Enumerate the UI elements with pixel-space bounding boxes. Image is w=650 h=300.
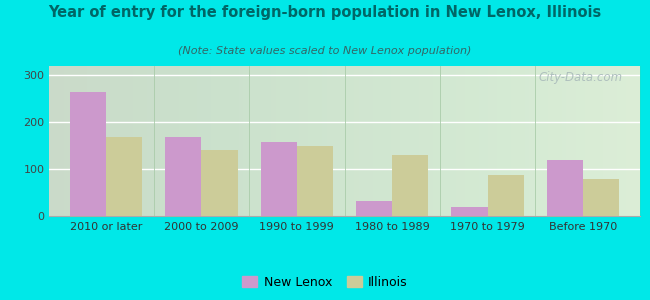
Text: (Note: State values scaled to New Lenox population): (Note: State values scaled to New Lenox …	[178, 46, 472, 56]
Bar	[583, 179, 619, 216]
Bar	[392, 155, 428, 216]
Legend: New Lenox, Illinois: New Lenox, Illinois	[237, 271, 413, 294]
Bar	[547, 160, 583, 216]
Bar	[297, 146, 333, 216]
Text: Year of entry for the foreign-born population in New Lenox, Illinois: Year of entry for the foreign-born popul…	[48, 4, 602, 20]
Bar	[451, 207, 488, 216]
Bar	[106, 137, 142, 216]
Bar	[202, 150, 238, 216]
Bar	[261, 142, 297, 216]
Bar	[356, 200, 392, 216]
Bar	[70, 92, 106, 216]
Text: City-Data.com: City-Data.com	[538, 70, 623, 83]
Bar	[165, 137, 202, 216]
Bar	[488, 175, 524, 216]
